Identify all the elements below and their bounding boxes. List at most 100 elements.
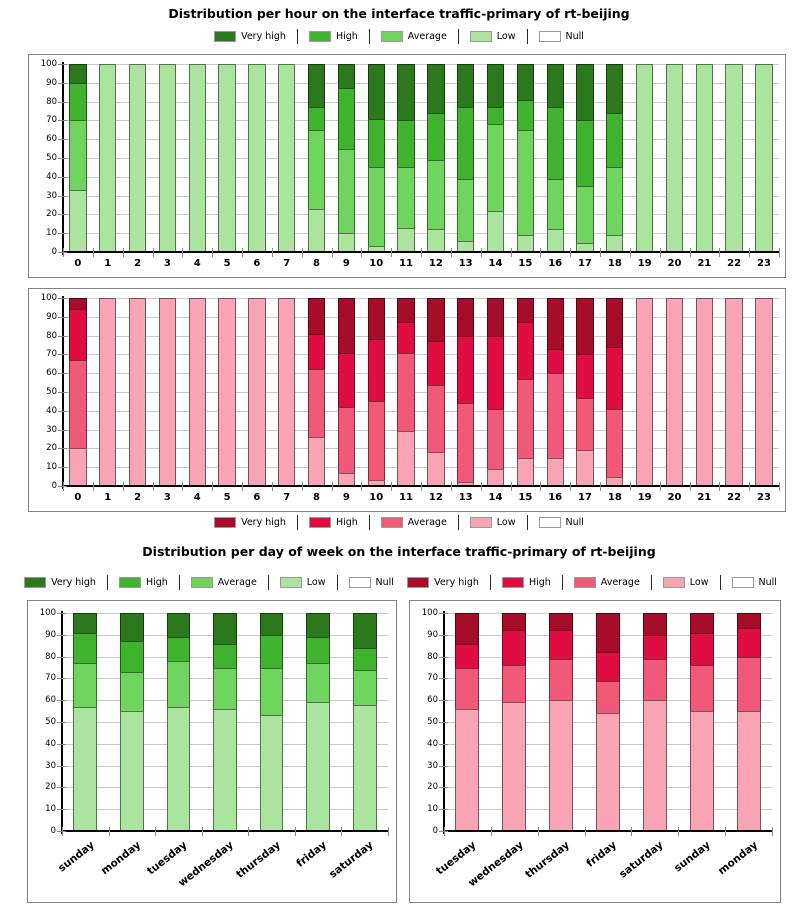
legend-separator — [650, 575, 652, 590]
bar-8 — [307, 64, 326, 252]
bar-friday — [596, 613, 620, 831]
x-label-3: 3 — [163, 258, 171, 269]
y-tick-label: 10 — [46, 461, 57, 472]
x-label-monday: monday — [715, 831, 772, 902]
legend-label: Null — [565, 31, 584, 42]
gridline — [63, 373, 779, 375]
bar-segment-low — [546, 457, 564, 486]
bar-segment-average — [606, 408, 624, 477]
bar-segment-high — [73, 632, 98, 664]
y-axis-tick — [58, 410, 67, 412]
x-axis-tick — [725, 827, 727, 836]
y-tick-label: 40 — [45, 738, 56, 749]
bar-segment-average — [516, 129, 534, 236]
bar-segment-high — [397, 120, 415, 168]
x-axis-tick — [540, 482, 542, 491]
x-label-7: 7 — [283, 492, 291, 503]
bar-segment-low — [502, 702, 527, 831]
legend-label: High — [335, 517, 358, 528]
y-tick-label: 60 — [45, 694, 56, 705]
bar-8 — [307, 298, 326, 486]
bar-segment-low — [69, 448, 87, 486]
bar-12 — [427, 64, 445, 252]
bar-segment-average — [457, 178, 475, 241]
bar-segment-average — [397, 352, 415, 432]
bar-segment-low — [695, 64, 713, 252]
bar-segment-very-high — [337, 64, 356, 89]
bar-slot — [152, 64, 182, 252]
bar-segment-very-high — [642, 613, 667, 635]
bar-20 — [665, 64, 684, 252]
bar-17 — [576, 298, 594, 486]
bar-segment-low — [397, 227, 415, 252]
bar-slot — [631, 613, 678, 831]
bar-18 — [606, 298, 624, 486]
legend-item-high: High — [118, 577, 168, 588]
bar-slot — [719, 298, 749, 486]
y-axis-tick — [439, 765, 448, 767]
bar-segment-high — [736, 628, 761, 657]
legend-item-very-high: Very high — [214, 31, 286, 42]
x-axis-tick — [212, 248, 214, 257]
y-axis-tick — [439, 787, 448, 789]
x-label-22: 22 — [727, 492, 742, 503]
legend-swatch-null — [538, 31, 561, 42]
bar-segment-low — [337, 233, 356, 252]
plot-area — [58, 296, 780, 491]
x-label-1: 1 — [104, 258, 112, 269]
x-axis-tick — [331, 482, 333, 491]
legend-separator — [296, 515, 298, 530]
bar-slot — [689, 298, 719, 486]
gridline — [63, 448, 779, 450]
x-label-2: 2 — [134, 492, 142, 503]
bar-segment-low — [306, 702, 331, 831]
bar-slot — [182, 298, 212, 486]
bar-11 — [397, 64, 415, 252]
bar-20 — [665, 298, 684, 486]
x-axis-tick — [271, 482, 273, 491]
bar-19 — [636, 298, 654, 486]
y-tick-label: 50 — [46, 386, 57, 397]
bar-segment-low — [128, 298, 147, 486]
y-tick-label: 90 — [427, 629, 438, 640]
x-label-0: 0 — [74, 492, 82, 503]
x-axis-tick — [63, 248, 64, 257]
bar-segment-low — [158, 64, 177, 252]
bar-segment-average — [516, 378, 534, 458]
legend-swatch-average — [380, 31, 403, 42]
bar-slot — [272, 64, 302, 252]
legend-label: Average — [407, 31, 447, 42]
x-label-5: 5 — [223, 492, 231, 503]
bar-slot — [600, 298, 630, 486]
bar-segment-average — [352, 669, 377, 705]
x-axis-tick — [450, 248, 452, 257]
legend-swatch-null — [731, 577, 754, 588]
x-label-text: friday — [584, 839, 620, 870]
legend-label: Null — [375, 577, 394, 588]
x-axis-tick — [122, 482, 124, 491]
y-tick-label: 70 — [46, 349, 57, 360]
bar-segment-very-high — [307, 298, 326, 334]
bar-monday — [736, 613, 761, 831]
bar-segment-very-high — [397, 64, 415, 121]
legend-separator — [457, 29, 459, 44]
legend-separator — [489, 575, 491, 590]
bar-14 — [486, 298, 505, 486]
x-label-11: 11 — [399, 258, 413, 269]
bar-segment-very-high — [367, 64, 385, 119]
bar-segment-low — [665, 298, 684, 486]
legend-separator — [457, 515, 459, 530]
bar-slot — [152, 298, 182, 486]
x-label-2: 2 — [134, 258, 142, 269]
x-axis-tick — [391, 482, 393, 491]
x-label-23: 23 — [757, 492, 771, 503]
x-axis-tick — [629, 248, 631, 257]
y-tick-label: 60 — [46, 133, 57, 144]
legend-label: Average — [600, 577, 640, 588]
y-tick-label: 0 — [51, 246, 57, 257]
x-label-thursday: thursday — [234, 831, 295, 902]
x-axis-tick — [719, 248, 721, 257]
bar-segment-average — [213, 667, 237, 709]
bar-monday — [119, 613, 144, 831]
y-axis-tick — [58, 486, 67, 487]
